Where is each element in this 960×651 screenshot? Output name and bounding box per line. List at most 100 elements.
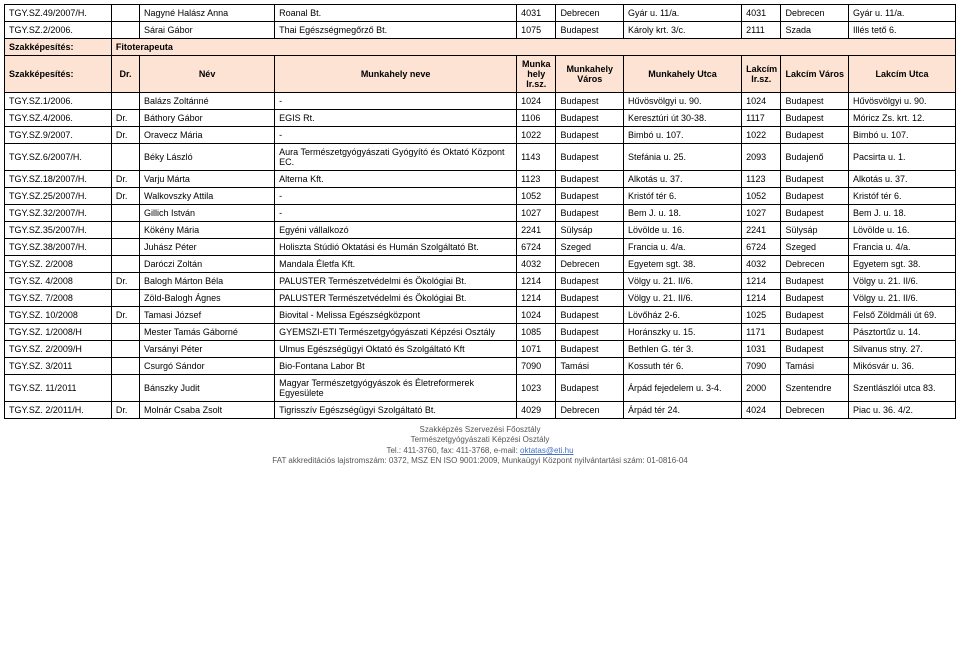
- cell-id: TGY.SZ. 7/2008: [5, 290, 112, 307]
- cell-work: Egyéni vállalkozó: [275, 222, 517, 239]
- cell-irsz2: 1052: [742, 188, 781, 205]
- cell-varos: Budapest: [556, 273, 624, 290]
- cell-utca2: Egyetem sgt. 38.: [849, 256, 956, 273]
- cell-irsz: 1024: [517, 307, 556, 324]
- col-hdr-pre: Dr.: [111, 56, 139, 93]
- cell-id: TGY.SZ. 10/2008: [5, 307, 112, 324]
- table-row: TGY.SZ. 10/2008Dr.Tamasi JózsefBiovital …: [5, 307, 956, 324]
- cell-utca: Stefánia u. 25.: [623, 144, 741, 171]
- cell-utca: Bimbó u. 107.: [623, 127, 741, 144]
- cell-name: Mester Tamás Gáborné: [140, 324, 275, 341]
- cell-name: Bánszky Judit: [140, 375, 275, 402]
- cell-varos2: Szentendre: [781, 375, 849, 402]
- cell-irsz: 7090: [517, 358, 556, 375]
- cell-name: Báthory Gábor: [140, 110, 275, 127]
- cell-utca: Alkotás u. 37.: [623, 171, 741, 188]
- cell-utca: Bem J. u. 18.: [623, 205, 741, 222]
- cell-irsz: 1027: [517, 205, 556, 222]
- cell-varos: Budapest: [556, 144, 624, 171]
- cell-irsz: 1022: [517, 127, 556, 144]
- cell-utca: Hűvösvölgyi u. 90.: [623, 93, 741, 110]
- footer-line-3: Tel.: 411-3760, fax: 411-3768, e-mail: o…: [4, 446, 956, 456]
- cell-pre: [111, 290, 139, 307]
- cell-irsz2: 6724: [742, 239, 781, 256]
- cell-work: Ulmus Egészségügyi Oktató és Szolgáltató…: [275, 341, 517, 358]
- cell-utca: Horánszky u. 15.: [623, 324, 741, 341]
- col-hdr-irsz: Munka hely Ir.sz.: [517, 56, 556, 93]
- cell-utca2: Kristóf tér 6.: [849, 188, 956, 205]
- table-row: TGY.SZ.38/2007/H.Juhász PéterHoliszta St…: [5, 239, 956, 256]
- cell-utca: Egyetem sgt. 38.: [623, 256, 741, 273]
- cell-varos2: Szada: [781, 22, 849, 39]
- cell-irsz: 1106: [517, 110, 556, 127]
- table-row: TGY.SZ.25/2007/H.Dr.Walkovszky Attila-10…: [5, 188, 956, 205]
- cell-irsz: 1071: [517, 341, 556, 358]
- cell-irsz2: 4031: [742, 5, 781, 22]
- cell-varos: Tamási: [556, 358, 624, 375]
- cell-work: -: [275, 93, 517, 110]
- cell-irsz: 2241: [517, 222, 556, 239]
- cell-pre: Dr.: [111, 307, 139, 324]
- cell-varos: Budapest: [556, 205, 624, 222]
- col-hdr-name: Név: [140, 56, 275, 93]
- data-table: TGY.SZ.49/2007/H.Nagyné Halász AnnaRoana…: [4, 4, 956, 419]
- cell-irsz2: 2241: [742, 222, 781, 239]
- table-row: TGY.SZ.2/2006.Sárai GáborThai Egészségme…: [5, 22, 956, 39]
- cell-pre: [111, 256, 139, 273]
- cell-pre: Dr.: [111, 110, 139, 127]
- cell-varos: Debrecen: [556, 402, 624, 419]
- cell-id: TGY.SZ. 3/2011: [5, 358, 112, 375]
- cell-utca2: Felső Zöldmáli út 69.: [849, 307, 956, 324]
- table-row: TGY.SZ.32/2007/H.Gillich István-1027Buda…: [5, 205, 956, 222]
- cell-id: TGY.SZ. 1/2008/H: [5, 324, 112, 341]
- cell-pre: [111, 22, 139, 39]
- cell-varos2: Sülysáp: [781, 222, 849, 239]
- col-hdr-work: Munkahely neve: [275, 56, 517, 93]
- cell-irsz: 1024: [517, 93, 556, 110]
- cell-utca2: Völgy u. 21. II/6.: [849, 273, 956, 290]
- cell-varos: Budapest: [556, 22, 624, 39]
- cell-utca2: Pacsirta u. 1.: [849, 144, 956, 171]
- cell-utca: Gyár u. 11/a.: [623, 5, 741, 22]
- cell-id: TGY.SZ.32/2007/H.: [5, 205, 112, 222]
- table-row: TGY.SZ. 2/2011/H.Dr.Molnár Csaba ZsoltTi…: [5, 402, 956, 419]
- table-row: TGY.SZ.18/2007/H.Dr.Varju MártaAlterna K…: [5, 171, 956, 188]
- cell-varos2: Budapest: [781, 127, 849, 144]
- cell-varos: Debrecen: [556, 256, 624, 273]
- cell-varos2: Budapest: [781, 273, 849, 290]
- cell-varos: Szeged: [556, 239, 624, 256]
- cell-pre: [111, 341, 139, 358]
- cell-irsz: 6724: [517, 239, 556, 256]
- cell-varos: Budapest: [556, 341, 624, 358]
- cell-pre: [111, 324, 139, 341]
- cell-work: Tigrisszív Egészségügyi Szolgáltató Bt.: [275, 402, 517, 419]
- cell-id: TGY.SZ. 2/2011/H.: [5, 402, 112, 419]
- cell-pre: [111, 93, 139, 110]
- cell-pre: [111, 205, 139, 222]
- cell-varos2: Szeged: [781, 239, 849, 256]
- cell-work: GYEMSZI-ETI Természetgyógyászati Képzési…: [275, 324, 517, 341]
- cell-irsz: 4032: [517, 256, 556, 273]
- table-row: TGY.SZ.35/2007/H.Kökény MáriaEgyéni váll…: [5, 222, 956, 239]
- cell-pre: Dr.: [111, 402, 139, 419]
- cell-irsz2: 1025: [742, 307, 781, 324]
- cell-varos2: Budapest: [781, 324, 849, 341]
- cell-varos2: Budajenő: [781, 144, 849, 171]
- cell-work: Holiszta Stúdió Oktatási és Humán Szolgá…: [275, 239, 517, 256]
- cell-utca: Francia u. 4/a.: [623, 239, 741, 256]
- cell-utca2: Hűvösvölgyi u. 90.: [849, 93, 956, 110]
- cell-id: TGY.SZ. 2/2009/H: [5, 341, 112, 358]
- cell-varos2: Tamási: [781, 358, 849, 375]
- table-row: TGY.SZ.49/2007/H.Nagyné Halász AnnaRoana…: [5, 5, 956, 22]
- cell-name: Nagyné Halász Anna: [140, 5, 275, 22]
- cell-name: Daróczi Zoltán: [140, 256, 275, 273]
- cell-name: Balázs Zoltánné: [140, 93, 275, 110]
- section-group: Fitoterapeuta: [111, 39, 955, 56]
- cell-id: TGY.SZ. 2/2008: [5, 256, 112, 273]
- footer-email-link[interactable]: oktatas@eti.hu: [520, 446, 573, 455]
- cell-name: Molnár Csaba Zsolt: [140, 402, 275, 419]
- cell-id: TGY.SZ.9/2007.: [5, 127, 112, 144]
- cell-pre: Dr.: [111, 127, 139, 144]
- cell-name: Sárai Gábor: [140, 22, 275, 39]
- cell-irsz: 1075: [517, 22, 556, 39]
